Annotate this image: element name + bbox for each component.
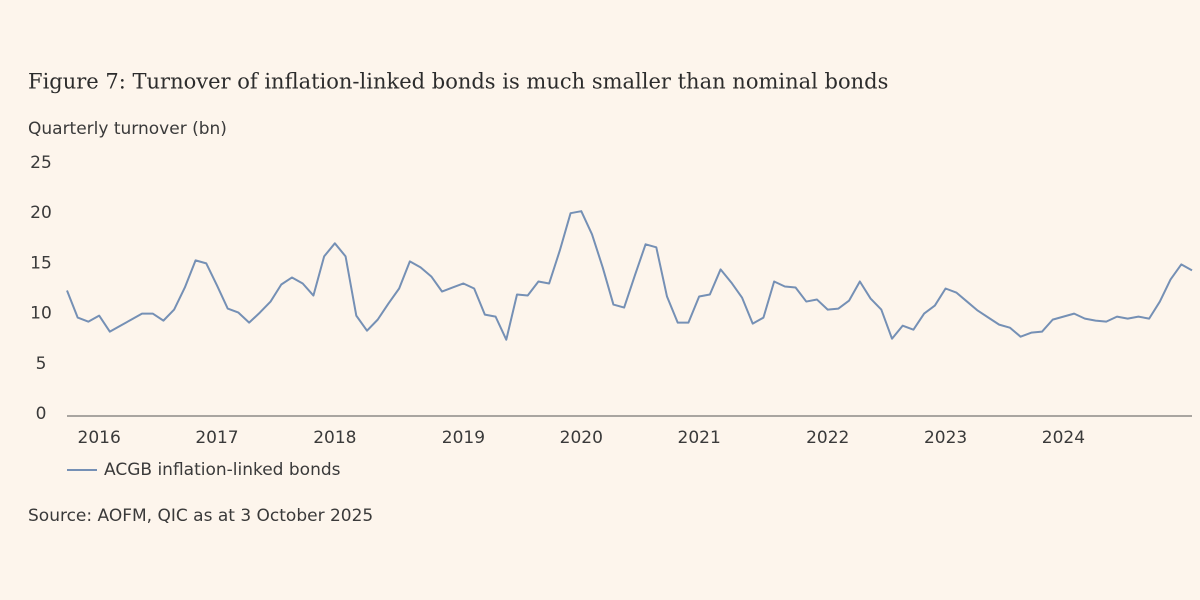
y-tick-label: 5: [36, 354, 47, 374]
y-tick-label: 0: [36, 404, 47, 424]
source: Source: AOFM, QIC as at 3 October 2025: [28, 506, 373, 526]
chart-title: Figure 7: Turnover of inflation-linked b…: [28, 70, 888, 94]
x-tick-label: 2023: [924, 428, 967, 448]
x-tick-label: 2019: [442, 428, 485, 448]
x-tick-label: 2021: [678, 428, 721, 448]
legend-label: ACGB inflation-linked bonds: [104, 460, 341, 480]
x-tick-label: 2018: [313, 428, 356, 448]
x-tick-label: 2022: [806, 428, 849, 448]
x-tick-label: 2016: [78, 428, 121, 448]
y-tick-label: 10: [30, 304, 52, 324]
x-tick-label: 2020: [560, 428, 603, 448]
y-tick-label: 25: [30, 153, 52, 173]
y-tick-label: 20: [30, 203, 52, 223]
x-tick-label: 2024: [1042, 428, 1085, 448]
x-tick-label: 2017: [195, 428, 238, 448]
data-line: [66, 210, 1193, 341]
y-axis-label: Quarterly turnover (bn): [28, 119, 227, 139]
y-tick-label: 15: [30, 253, 52, 273]
